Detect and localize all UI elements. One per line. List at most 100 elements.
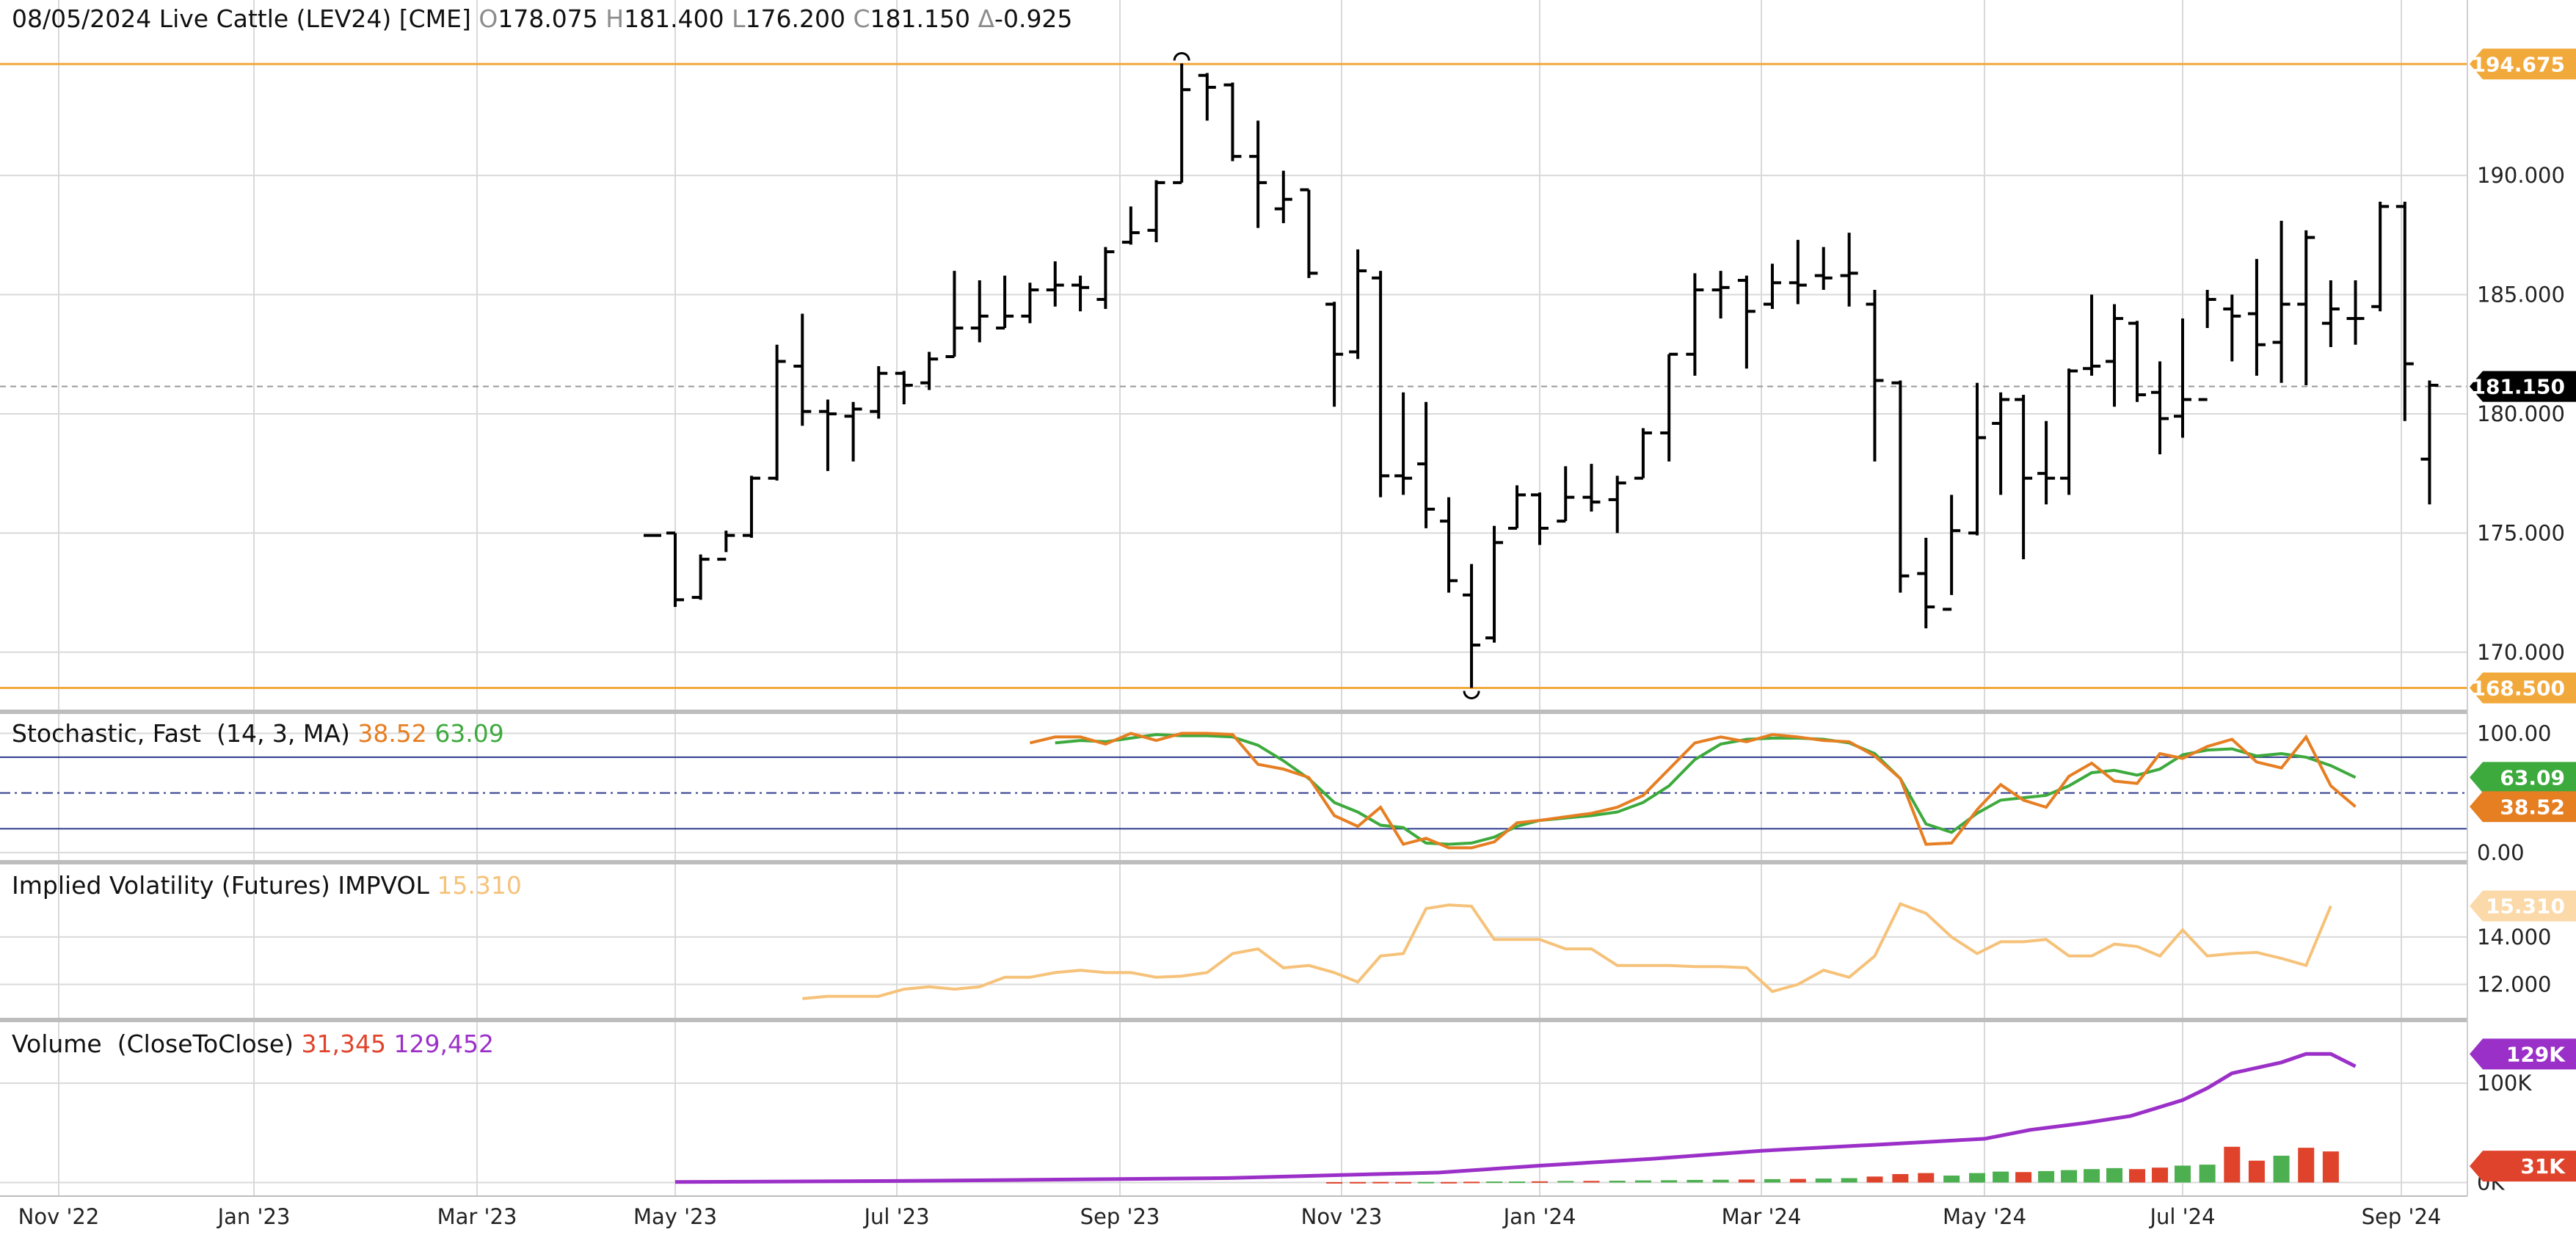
volume-bar [1918,1173,1935,1183]
volume-value: 31,345 [301,1030,386,1058]
hline-badge-shape [2470,672,2576,704]
ohlc-bar [1223,82,1242,161]
stochastic-k-badge-shape [2470,791,2576,823]
volume-bar [1687,1179,1703,1183]
ohlc-bar [2321,280,2340,348]
ohlc-bar [1021,283,1039,324]
ohlc-bar [2371,201,2390,312]
volume-bar [1350,1181,1367,1184]
impvol-badge-label: 15.310 [2486,895,2565,919]
ohlc-bar [1300,188,1318,278]
date-tick-label: Jul '23 [862,1204,929,1229]
volume-bar [2084,1169,2100,1183]
ohlc-bar [1485,525,1504,643]
ohlc-bar [2015,394,2033,560]
volume-bar [1866,1176,1883,1183]
stochastic-tick-label: 100.00 [2477,721,2551,746]
volume-bar [1943,1176,1960,1183]
ohlc-bar [1349,249,1367,360]
open-interest-value: 129,452 [393,1030,494,1058]
stochastic-k-value: 38.52 [357,719,427,748]
date-tick-label: Nov '22 [18,1204,100,1229]
ohlc-bar [945,271,964,359]
panel-separator [0,1018,2467,1022]
open-interest-badge-label: 129K [2506,1042,2566,1066]
price-hlines [0,62,2467,690]
hline-badge-shape [2470,48,2576,80]
volume-title: Volume [12,1030,102,1058]
ohlc-bar [2174,318,2191,438]
ohlc-bar [1763,263,1781,310]
ohlc-bar [970,280,989,343]
ohlc-bar [1249,120,1267,228]
volume-bar [1441,1181,1458,1184]
ohlc-bar [1440,497,1458,593]
ohlc-bar [768,344,786,481]
ohlc-bar [1582,464,1601,512]
price-bars [644,51,2439,700]
header-change: -0.925 [994,4,1073,33]
header-instrument: Live Cattle (LEV24) [CME] [159,4,471,33]
ohlc-bar [2198,290,2216,401]
ohlc-bar [1071,275,1090,312]
stochastic-d-badge: 63.09 [2470,762,2576,793]
date-tick-label: Sep '23 [1080,1204,1160,1229]
volume-bar [1969,1173,1986,1183]
ohlc-bar [742,476,760,538]
volume-bar [2175,1165,2191,1183]
impvol-tick-label: 14.000 [2477,925,2551,950]
ohlc-bar [2247,258,2266,376]
ohlc-bar [1394,392,1413,495]
date-tick-label: Jan '23 [217,1204,291,1229]
volume-bar [2015,1172,2032,1183]
volume-bar [1738,1179,1755,1183]
volume-bar [1326,1181,1343,1184]
ohlc-bar [1660,352,1678,462]
open-interest-badge-shape [2470,1038,2576,1070]
ohlc-bar [2395,201,2414,421]
ohlc-bar [1992,392,2010,495]
ohlc-bar [1917,537,1935,629]
volume-bar [1463,1181,1480,1184]
ohlc-bar [2060,368,2078,495]
header-low: 176.200 [745,4,845,33]
volume-bar [1993,1171,2009,1183]
ohlc-bar [1634,428,1652,480]
volume-badge: 31K [2470,1151,2576,1182]
date-tick-label: Jul '24 [2148,1204,2215,1229]
hline-badge-label: 194.675 [2471,52,2565,76]
impvol-value: 15.310 [437,871,522,900]
hline-badge: 194.675 [2470,48,2576,80]
volume-bar [2199,1165,2216,1183]
ohlc-bar [996,275,1014,330]
volume-bar [2061,1170,2078,1183]
volume-bar [1815,1178,1832,1183]
stochastic-panel [0,732,2467,850]
ohlc-bar [1173,63,1191,184]
ohlc-bar [895,371,913,404]
volume-bar [2322,1151,2339,1183]
volume-bar [1661,1180,1678,1183]
price-header: 08/05/2024 Live Cattle (LEV24) [CME] O17… [12,4,1073,33]
panel-separator [0,860,2467,864]
stochastic-d-value: 63.09 [434,719,504,748]
ohlc-bar [1943,495,1961,611]
impvol-badge-shape [2470,890,2576,922]
impvol-tick-label: 12.000 [2477,972,2551,997]
ohlc-bar [717,531,735,561]
stochastic-tick-label: 0.00 [2477,840,2525,865]
ohlc-bar [1508,485,1527,530]
ohlc-bar [691,554,710,600]
stochastic-params: (14, 3, MA) [217,719,350,748]
ohlc-bar [1968,382,1987,536]
header-close: 181.150 [870,4,970,33]
panel-separator [0,710,2467,714]
ohlc-bar [1711,271,1730,319]
ohlc-bar [1840,233,1858,307]
volume-bar [2298,1148,2315,1183]
hline-badge: 168.500 [2470,672,2576,704]
volume-params: (CloseToClose) [117,1030,294,1058]
volume-bar [1764,1178,1780,1183]
volume-tick-label: 100K [2477,1071,2532,1096]
